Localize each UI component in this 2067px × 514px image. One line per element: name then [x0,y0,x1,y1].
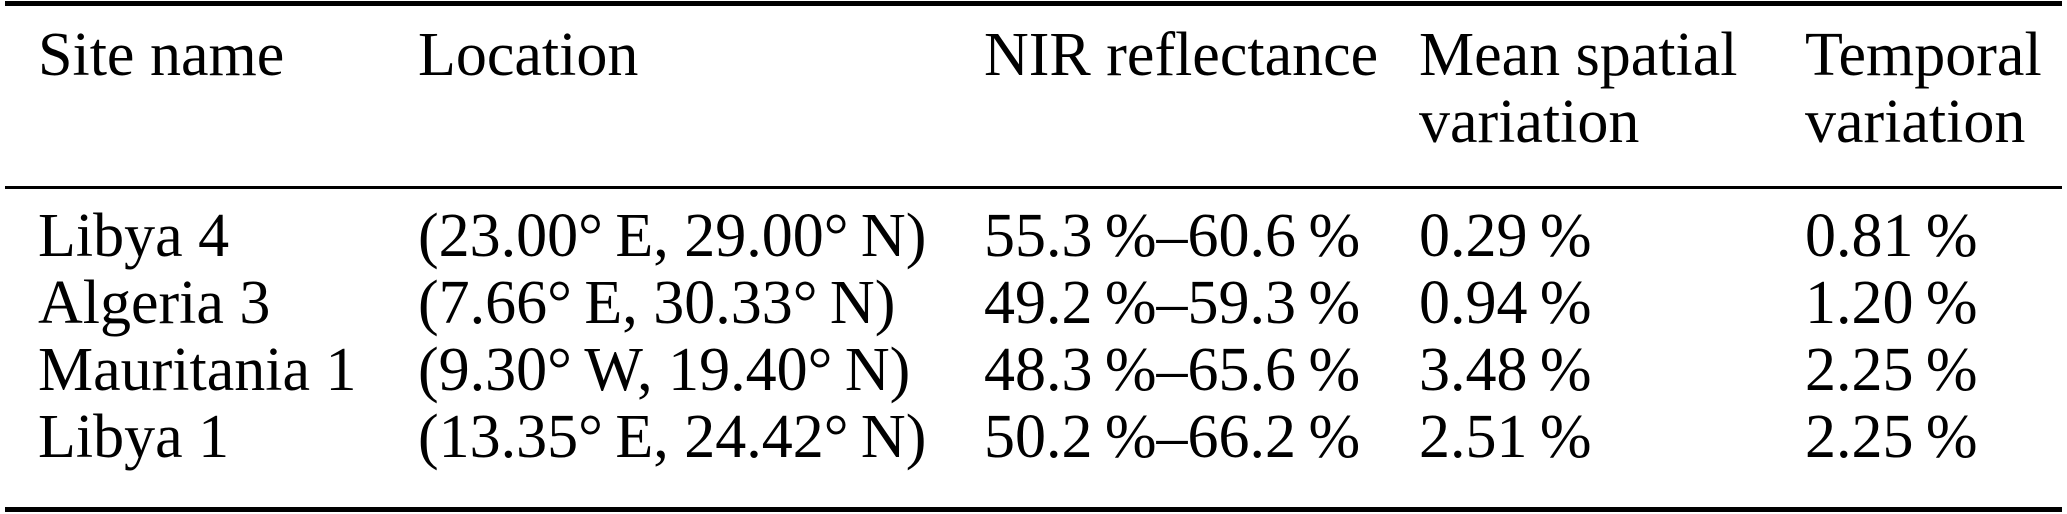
cell-site-name: Libya 1 [38,403,230,471]
cell-location: (9.30° W, 19.40° N) [418,336,911,404]
column-header-nir-reflectance: NIR reflectance [951,3,1386,189]
cell-site-name: Mauritania 1 [38,336,357,404]
cell-mean-spatial-variation: 0.29 % [1419,202,1592,270]
cell-temporal-variation: 2.25 % [1805,336,1978,404]
cell-temporal-variation: 0.81 % [1805,202,1978,270]
cell-nir-reflectance: 55.3 %–60.6 % [984,202,1361,270]
table-row-mauritania-1: Mauritania 1 (9.30° W, 19.40° N) 48.3 %–… [5,337,2062,404]
cell-mean-spatial-variation: 2.51 % [1419,403,1592,471]
table-row-algeria-3: Algeria 3 (7.66° E, 30.33° N) 49.2 %–59.… [5,270,2062,337]
column-header-location: Location [385,3,951,189]
cell-nir-reflectance: 50.2 %–66.2 % [984,403,1361,471]
header-row: Site name Location NIR reflectance Mean … [5,3,2062,189]
cell-location: (13.35° E, 24.42° N) [418,403,927,471]
table-row-libya-4: Libya 4 (23.00° E, 29.00° N) 55.3 %–60.6… [5,188,2062,271]
cell-location: (7.66° E, 30.33° N) [418,269,896,337]
cell-temporal-variation: 2.25 % [1805,403,1978,471]
cell-temporal-variation: 1.20 % [1805,269,1978,337]
cell-mean-spatial-variation: 3.48 % [1419,336,1592,404]
cell-location: (23.00° E, 29.00° N) [418,202,927,270]
calibration-sites-table: Site name Location NIR reflectance Mean … [5,1,2062,512]
cell-nir-reflectance: 48.3 %–65.6 % [984,336,1361,404]
column-header-site-name: Site name [5,3,385,189]
cell-nir-reflectance: 49.2 %–59.3 % [984,269,1361,337]
table-row-libya-1: Libya 1 (13.35° E, 24.42° N) 50.2 %–66.2… [5,404,2062,510]
column-header-mean-spatial-variation: Mean spatial variation [1386,3,1772,189]
cell-site-name: Algeria 3 [38,269,271,337]
column-header-temporal-variation: Temporal variation [1772,3,2062,189]
cell-mean-spatial-variation: 0.94 % [1419,269,1592,337]
cell-site-name: Libya 4 [38,202,230,270]
